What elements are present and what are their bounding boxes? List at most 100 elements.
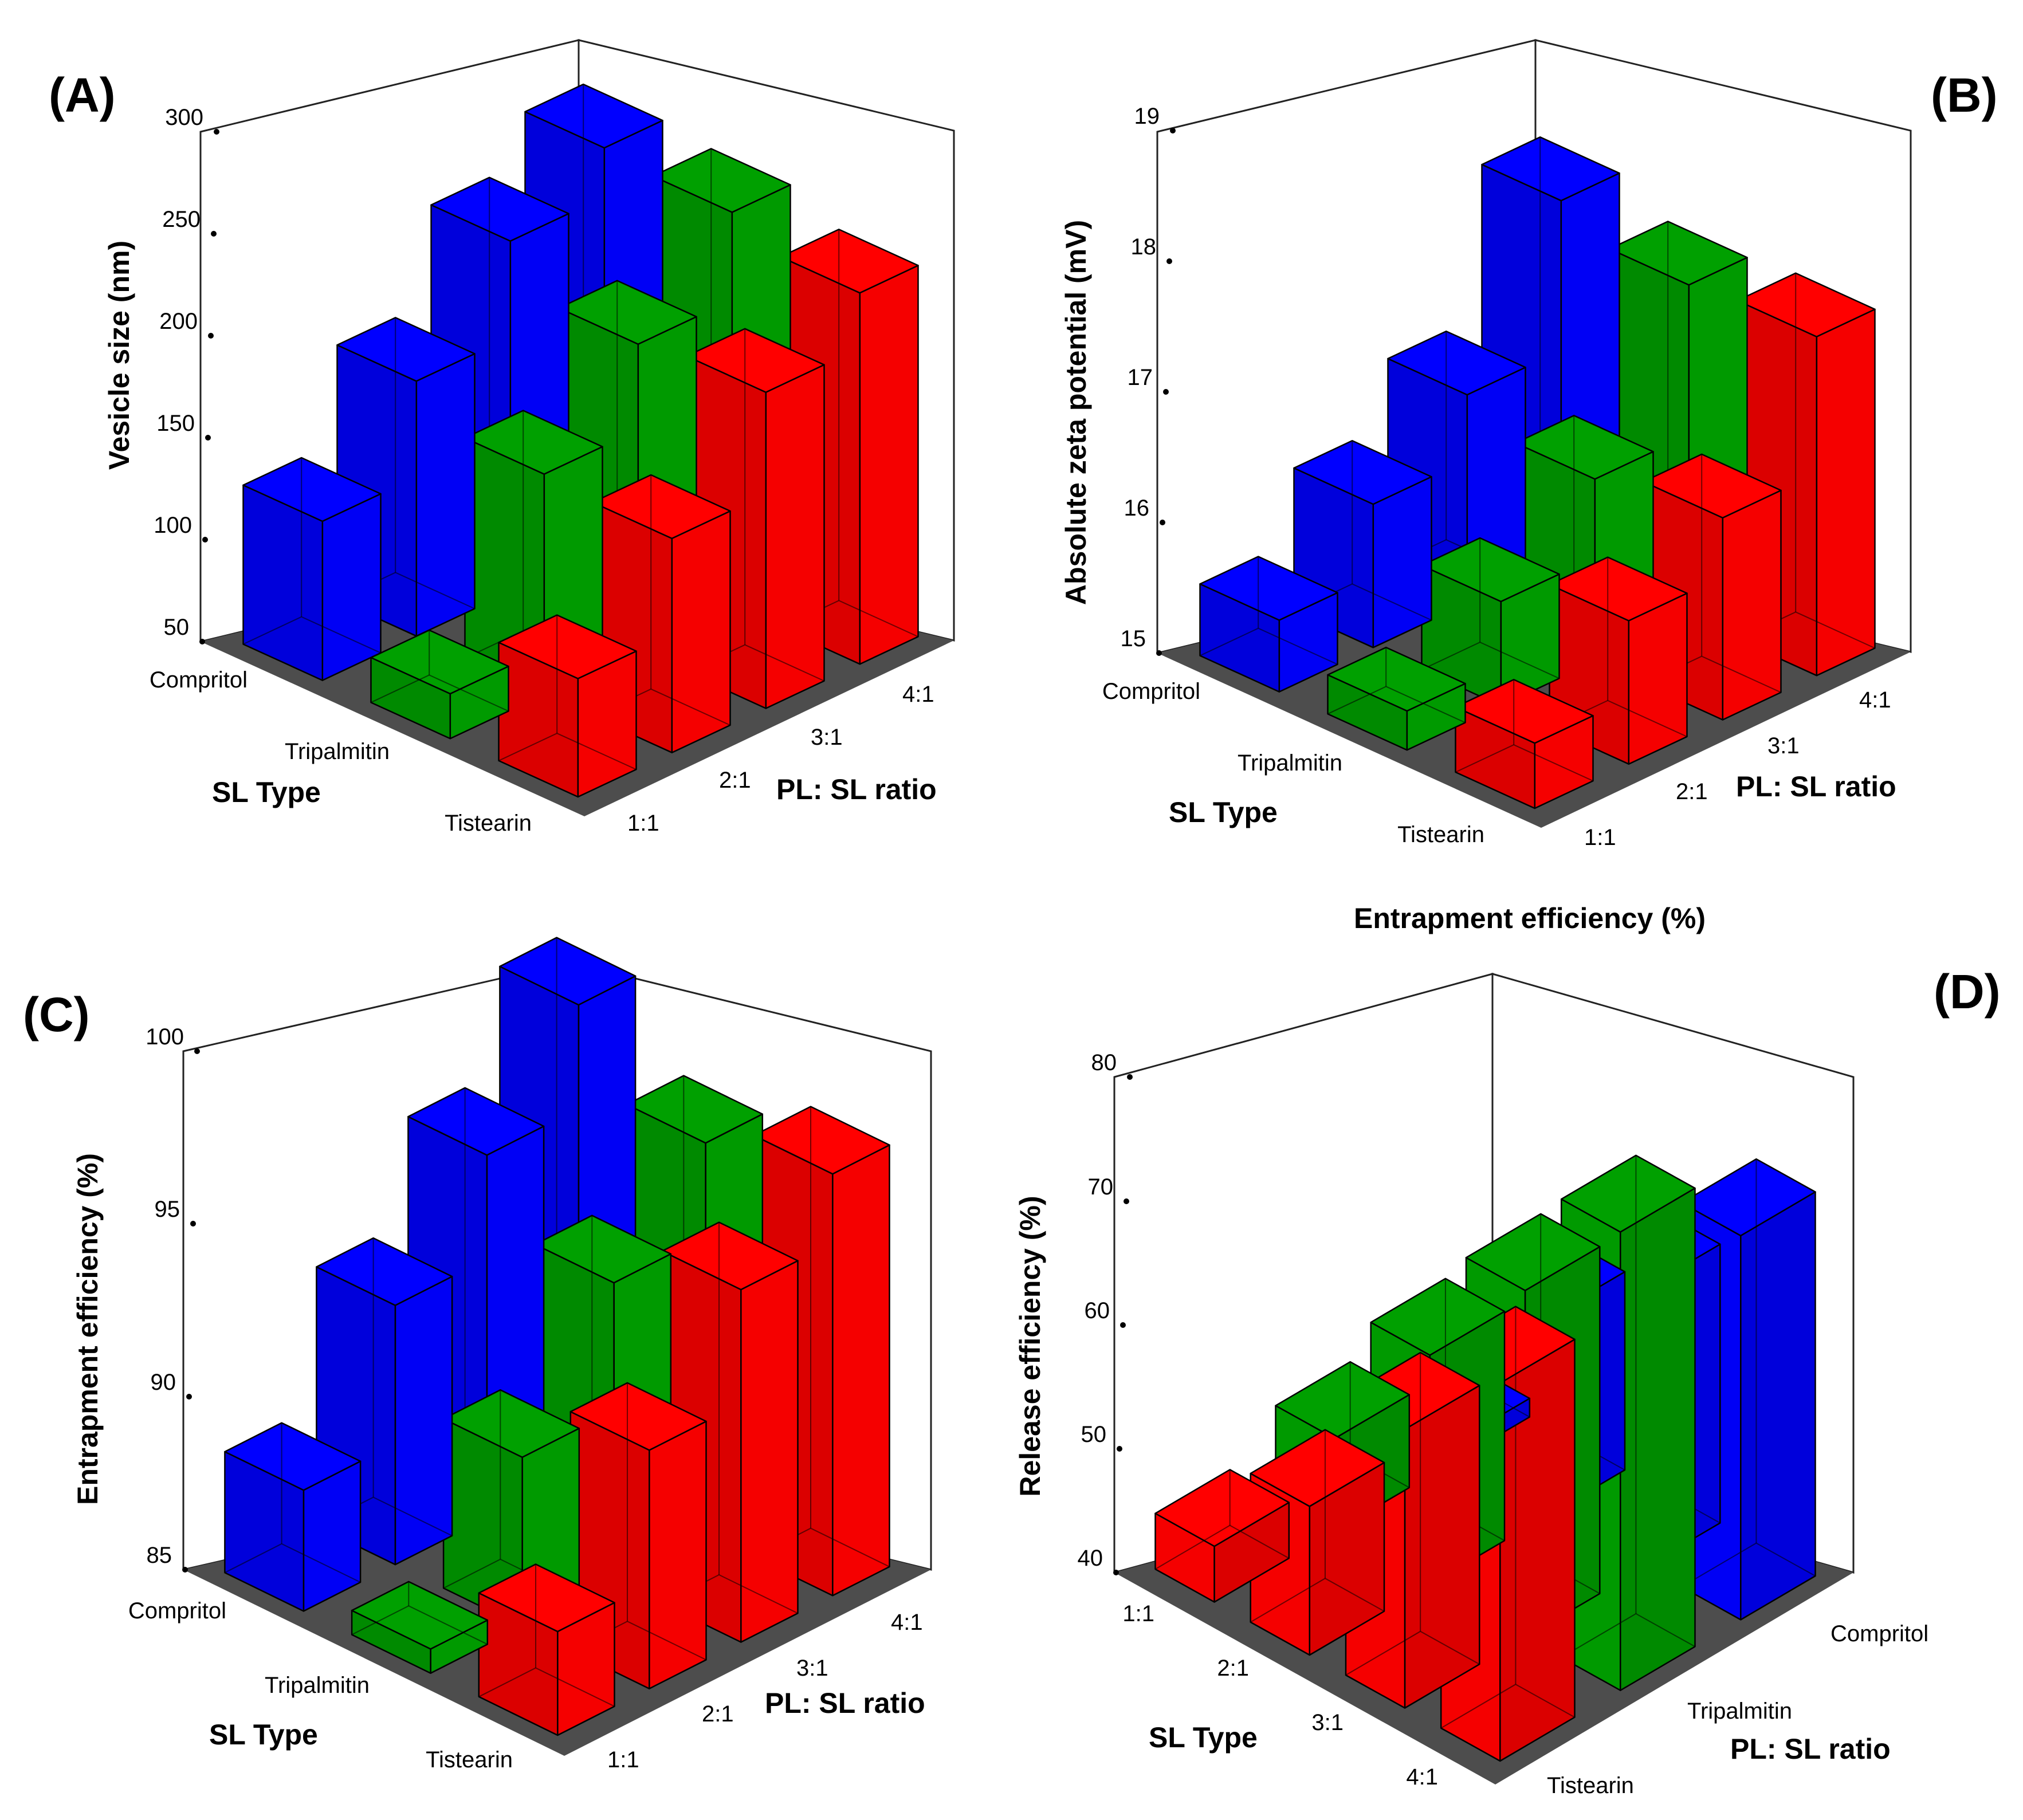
z-axis-title: Vesicle size (nm) <box>103 241 135 470</box>
z-tick-mark <box>202 537 208 543</box>
z-tick-mark <box>1113 1570 1119 1575</box>
z-axis-title: Absolute zeta potential (mV) <box>1060 220 1092 605</box>
ratio-label: 1:1 <box>1584 825 1616 850</box>
bar-top <box>464 410 603 475</box>
bar-hidden-edge <box>478 1667 615 1707</box>
bar-face <box>321 493 382 681</box>
z-tick-label: 60 <box>1085 1298 1110 1323</box>
bar-hidden-edge <box>351 1605 488 1645</box>
sl-type-axis-title: SL Type <box>209 1719 318 1751</box>
entrapment-efficiency-label: Entrapment efficiency (%) <box>1354 902 1706 934</box>
ratio-label: 3:1 <box>1311 1710 1344 1735</box>
z-tick-label: 40 <box>1078 1546 1103 1571</box>
ratio-label: 4:1 <box>891 1610 923 1635</box>
z-tick-label: 15 <box>1121 626 1146 651</box>
ratio-label: 2:1 <box>702 1701 734 1727</box>
bar-face <box>415 353 476 637</box>
bar-top <box>1455 679 1594 744</box>
z-tick-mark <box>190 1221 196 1227</box>
z-tick-label: 100 <box>146 1024 184 1049</box>
z-tick-label: 85 <box>147 1543 172 1568</box>
sl-type-label: Tripalmitin <box>285 739 390 764</box>
z-tick-label: 300 <box>165 105 203 130</box>
sl-type-label: Tripalmitin <box>1238 750 1342 776</box>
bar-face <box>859 265 919 665</box>
sl-type-label: Tripalmitin <box>265 1673 370 1698</box>
bar-face <box>649 1420 707 1689</box>
z-tick-mark <box>186 1394 192 1400</box>
z-tick-mark <box>205 435 211 441</box>
sl-type-label: Compritol <box>1102 679 1200 704</box>
ratio-axis: 1:1 2:1 3:1 4:1 PL: SL ratio <box>627 682 937 836</box>
z-tick-mark <box>1156 650 1162 656</box>
z-tick-mark <box>182 1567 188 1573</box>
ratio-label: 3:1 <box>1767 733 1800 758</box>
z-tick-mark <box>1117 1446 1122 1452</box>
bars <box>1154 1154 1816 1762</box>
panel-label: (C) <box>23 988 90 1041</box>
z-tick-mark <box>1127 1074 1133 1080</box>
bar-face <box>1628 592 1688 765</box>
z-tick-mark <box>1166 258 1172 264</box>
z-axis: 85 90 95 100 Entrapment efficiency (%) <box>72 1024 200 1573</box>
z-tick-label: 50 <box>1081 1422 1107 1447</box>
z-tick-label: 17 <box>1128 365 1153 390</box>
ratio-label: 4:1 <box>902 682 934 707</box>
z-tick-label: 16 <box>1124 496 1150 521</box>
bar-compritol-1-1 <box>224 1422 362 1612</box>
ratio-axis-title: PL: SL ratio <box>776 773 937 805</box>
bar-top <box>316 1237 453 1306</box>
z-tick-mark <box>1124 1198 1129 1204</box>
bar-compritol-1-1 <box>242 457 382 681</box>
ratio-axis-title: PL: SL ratio <box>765 1687 925 1719</box>
z-axis: 15 16 17 18 19 Absolute zeta potential (… <box>1060 104 1176 656</box>
sl-type-axis-title: SL Type <box>212 776 321 808</box>
ratio-label: 4:1 <box>1859 687 1891 713</box>
bar-top <box>1250 1429 1385 1507</box>
bar-top <box>1370 1277 1506 1356</box>
bar-tistearin-1-1 <box>478 1563 615 1736</box>
z-tick-label: 200 <box>159 309 198 334</box>
bar-face <box>765 364 825 709</box>
bar-top <box>524 83 663 149</box>
z-tick-mark <box>214 129 219 135</box>
sl-type-label: Tistearin <box>445 811 532 836</box>
bar-face <box>1722 489 1782 721</box>
bar-tripalmitin-1-1 <box>370 629 509 740</box>
bar-hidden-edge <box>371 674 509 712</box>
bars <box>224 937 890 1736</box>
bar-hidden-edge <box>1200 627 1338 665</box>
z-tick-label: 19 <box>1134 104 1160 129</box>
bar-top <box>569 1382 707 1451</box>
sl-type-label: Tistearin <box>1397 822 1484 847</box>
sl-type-axis-title: SL Type <box>1169 796 1278 828</box>
ratio-axis: 1:1 2:1 3:1 4:1 PL: SL ratio <box>607 1610 925 1772</box>
z-tick-mark <box>1170 128 1176 133</box>
panel-label: (B) <box>1931 68 1998 122</box>
bars <box>242 83 919 798</box>
bar-hidden-edge <box>498 732 637 771</box>
sl-type-axis-title: SL Type <box>1149 1721 1258 1754</box>
z-tick-label: 80 <box>1091 1050 1117 1075</box>
bar-hidden-edge <box>224 1543 361 1583</box>
sl-type-label: Tistearin <box>1547 1773 1634 1798</box>
z-tick-label: 95 <box>155 1197 180 1222</box>
z-tick-label: 250 <box>162 207 201 232</box>
ratio-axis-title: PL: SL ratio <box>1736 771 1896 803</box>
sl-type-label: Tripalmitin <box>1687 1699 1792 1724</box>
bar-face <box>1372 475 1432 648</box>
z-tick-label: 90 <box>151 1370 176 1395</box>
bar-top <box>1465 1213 1601 1291</box>
panel-b: (B) 15 16 17 18 19 Absolute zeta potenti… <box>1060 39 1998 850</box>
panel-a: (A) 50 100 150 200 250 300 Vesicle size … <box>49 39 955 836</box>
sl-type-axis: Compritol Tripalmitin Tistearin SL Type <box>150 667 532 836</box>
bar-top <box>1199 556 1338 621</box>
ratio-label: 3:1 <box>811 725 843 750</box>
bar-face <box>832 1144 890 1597</box>
ratio-label: 2:1 <box>1217 1656 1249 1681</box>
panel-label: (D) <box>1934 965 2001 1019</box>
z-tick-mark <box>211 231 217 237</box>
bar-top <box>626 1075 764 1144</box>
sl-type-axis: Compritol Tripalmitin Tistearin SL Type <box>1102 679 1484 847</box>
